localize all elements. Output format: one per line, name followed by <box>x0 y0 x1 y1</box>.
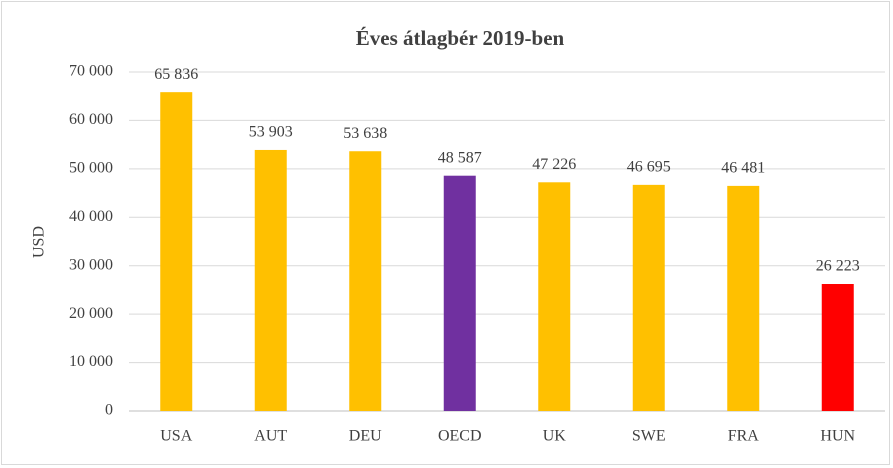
y-tick-label: 60 000 <box>69 111 113 128</box>
y-tick-label: 40 000 <box>69 208 113 225</box>
x-tick-label: OECD <box>438 428 482 445</box>
x-tick-label: AUT <box>254 428 287 445</box>
bar <box>821 284 854 411</box>
y-tick-label: 50 000 <box>69 160 113 177</box>
data-label: 48 587 <box>438 149 482 166</box>
bar <box>254 149 287 411</box>
x-tick-label: SWE <box>632 428 666 445</box>
y-axis-label: USD <box>31 226 48 258</box>
bar <box>632 184 665 411</box>
y-tick-label: 20 000 <box>69 305 113 322</box>
bar <box>349 151 382 411</box>
data-label: 47 226 <box>532 156 576 173</box>
data-label: 26 223 <box>816 258 860 275</box>
data-label: 46 695 <box>627 159 671 176</box>
data-label: 53 903 <box>249 124 293 141</box>
y-tick-label: 0 <box>105 402 113 419</box>
x-tick-label: FRA <box>728 428 760 445</box>
y-tick-label: 10 000 <box>69 353 113 370</box>
x-tick-label: HUN <box>820 428 855 445</box>
data-label: 53 638 <box>343 125 387 142</box>
bar <box>160 92 193 412</box>
chart-title: Éves átlagbér 2019-ben <box>356 26 565 50</box>
x-tick-label: UK <box>543 428 567 445</box>
data-label: 46 481 <box>721 160 765 177</box>
x-tick-label: DEU <box>349 428 382 445</box>
bar <box>538 182 571 411</box>
x-tick-label: USA <box>160 428 192 445</box>
bar <box>727 185 760 411</box>
data-label: 65 836 <box>154 66 198 83</box>
bar <box>443 175 476 411</box>
y-tick-label: 30 000 <box>69 256 113 273</box>
y-tick-label: 70 000 <box>69 63 113 80</box>
